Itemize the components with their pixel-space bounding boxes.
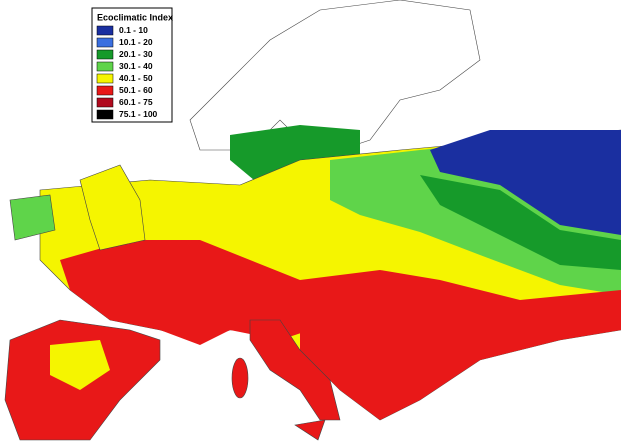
legend-label: 0.1 - 10 — [119, 25, 148, 35]
sicily — [294, 419, 326, 441]
legend-label: 30.1 - 40 — [119, 61, 153, 71]
region-blue — [430, 130, 621, 235]
legend-label: 75.1 - 100 — [119, 109, 158, 119]
scandinavia — [189, 0, 481, 151]
legend-label: 50.1 - 60 — [119, 85, 153, 95]
region-red — [60, 240, 310, 345]
legend-swatch — [96, 37, 114, 48]
great-britain — [79, 164, 146, 251]
region-red — [300, 270, 621, 420]
legend-title: Ecoclimatic Index — [97, 12, 173, 22]
ireland — [9, 194, 56, 241]
legend-swatch — [96, 61, 114, 72]
legend-swatch — [96, 49, 114, 60]
legend-label: 60.1 - 75 — [119, 97, 153, 107]
italy — [249, 319, 341, 421]
legend-swatch — [96, 73, 114, 84]
legend: Ecoclimatic Index 0.1 - 10 10.1 - 20 20.1 … — [91, 7, 173, 123]
sardinia — [231, 357, 249, 399]
region-yellow — [50, 340, 110, 390]
region-green — [420, 175, 621, 270]
legend-label: 40.1 - 50 — [119, 73, 153, 83]
legend-swatch — [96, 97, 114, 108]
legend-swatch — [96, 25, 114, 36]
legend-label: 10.1 - 20 — [119, 37, 153, 47]
legend-swatch — [96, 85, 114, 96]
legend-swatch — [96, 109, 114, 120]
legend-label: 20.1 - 30 — [119, 49, 153, 59]
